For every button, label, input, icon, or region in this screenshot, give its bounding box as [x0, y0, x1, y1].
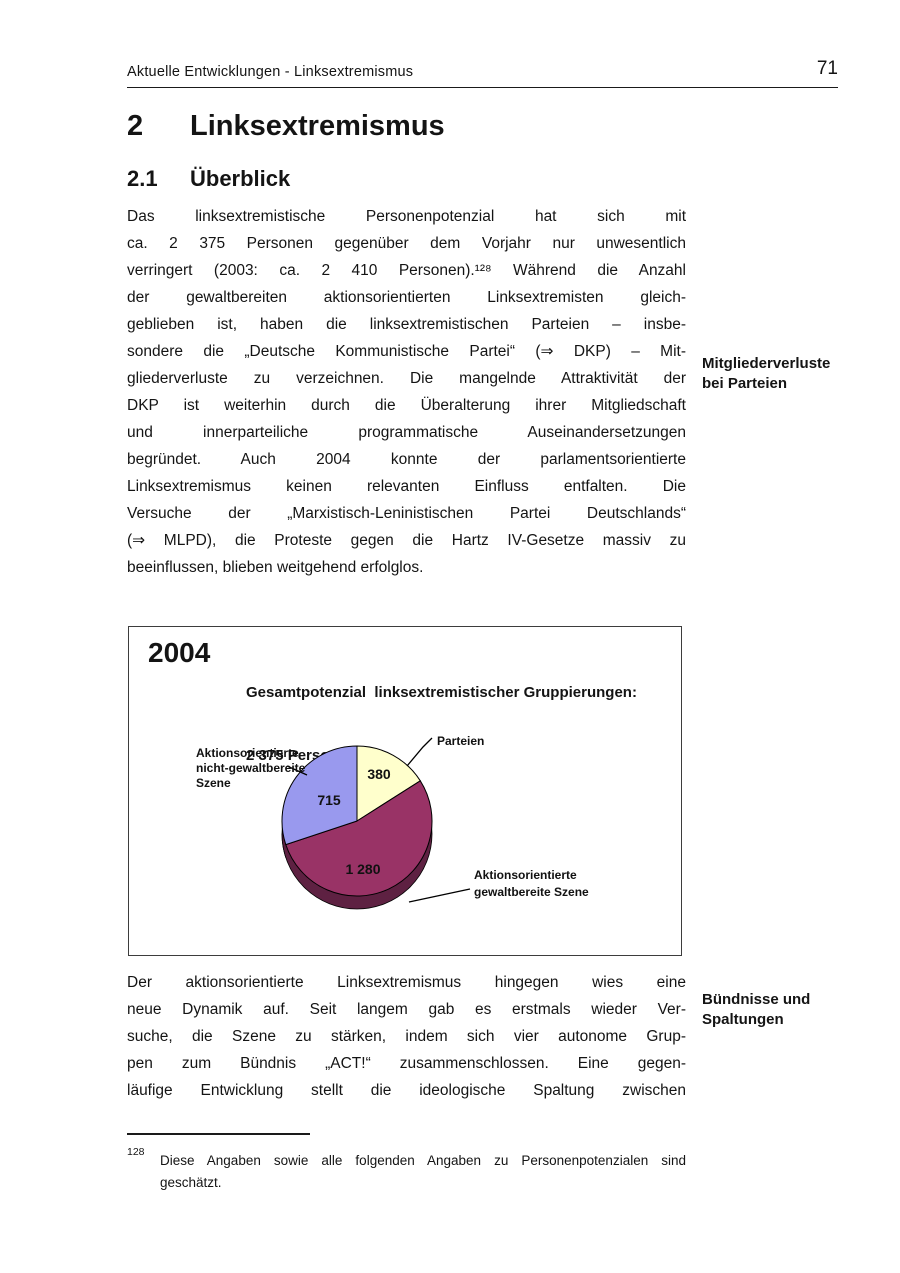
text-line: Diese Angaben sowie alle folgenden Angab… — [160, 1153, 686, 1168]
text-line: pen zum Bündnis „ACT!“ zusammenschlossen… — [127, 1055, 686, 1072]
text-line: Bündnisse und — [702, 991, 811, 1008]
text-line: der gewaltbereiten aktionsorientierten L… — [127, 289, 686, 306]
body-paragraph-2: Der aktionsorientierte Linksextremismus … — [127, 969, 686, 1104]
pie-label-gewaltbereite-1: Aktionsorientierte — [474, 868, 577, 882]
text-line: beeinflussen, blieben weitgehend erfolgl… — [127, 559, 424, 576]
text-line: und innerparteiliche programmatische Aus… — [127, 424, 686, 441]
text-line: neue Dynamik auf. Seit langem gab es ers… — [127, 1001, 686, 1018]
running-header-title: Aktuelle Entwicklungen - Linksextremismu… — [127, 64, 414, 80]
text-line: läufige Entwicklung stellt die ideologis… — [127, 1082, 686, 1099]
figure-title-line1: Gesamtpotenzial linksextremistischer Gru… — [246, 684, 637, 701]
text-line: sondere die „Deutsche Kommunistische Par… — [127, 343, 686, 360]
pie-label-nicht-gewaltbereite-1: Aktionsorientierte — [196, 746, 299, 760]
footnote-number: 128 — [127, 1146, 145, 1158]
text-line: Das linksextremistische Personenpotenzia… — [127, 208, 686, 225]
pie-chart: 380 715 1 280 Parteien Aktionsorientiert… — [196, 734, 589, 910]
text-line: gliederverluste zu verzeichnen. Die mang… — [127, 370, 686, 387]
body-paragraph-1: Das linksextremistische Personenpotenzia… — [127, 203, 686, 581]
section-heading: 2.1 Überblick — [127, 166, 687, 191]
margin-note-mitgliederverluste: Mitgliederverluste bei Parteien — [702, 354, 872, 394]
text-line: begründet. Auch 2004 konnte der parlamen… — [127, 451, 686, 468]
figure-pie-chart-box: 2004 Gesamtpotenzial linksextremistische… — [128, 626, 682, 956]
text-line: Spaltungen — [702, 1011, 784, 1028]
text-line: verringert (2003: ca. 2 410 Personen).¹²… — [127, 262, 686, 279]
pie-label-nicht-gewaltbereite-2: nicht-gewaltbereite — [196, 761, 306, 775]
leader-line-nicht-gewaltbereite — [286, 765, 308, 776]
text-line: Linksextremismus keinen relevanten Einfl… — [127, 478, 686, 495]
text-line: Mitgliederverluste — [702, 355, 831, 372]
pie-label-gewaltbereite-2: gewaltbereite Szene — [474, 885, 589, 899]
pie-value-gewaltbereite: 1 280 — [345, 861, 380, 877]
section-number: 2.1 — [127, 166, 158, 191]
text-line: geblieben ist, haben die linksextremisti… — [127, 316, 686, 333]
pie-value-parteien: 380 — [367, 766, 391, 782]
footnote-text: Diese Angaben sowie alle folgenden Angab… — [160, 1150, 686, 1194]
footnote-rule — [127, 1133, 310, 1135]
pie-slice-gewaltbereite — [285, 780, 433, 897]
pie-label-nicht-gewaltbereite-3: Szene — [196, 776, 231, 790]
margin-note-buendnisse: Bündnisse und Spaltungen — [702, 990, 872, 1030]
text-line: ca. 2 375 Personen gegenüber dem Vorjahr… — [127, 235, 686, 252]
header-rule — [127, 87, 838, 88]
leader-line-parteien — [406, 737, 433, 767]
text-line: bei Parteien — [702, 375, 788, 392]
text-line: DKP ist weiterhin durch die Überalterung… — [127, 397, 686, 414]
pie-value-nicht-gewaltbereite: 715 — [317, 792, 341, 808]
chapter-number: 2 — [127, 110, 144, 142]
leader-line-gewaltbereite — [408, 888, 471, 903]
text-line: Der aktionsorientierte Linksextremismus … — [127, 974, 686, 991]
page-number: 71 — [816, 58, 838, 79]
chapter-title: Linksextremismus — [190, 110, 445, 142]
pie-label-parteien: Parteien — [437, 734, 484, 748]
text-line: suche, die Szene zu stärken, indem sich … — [127, 1028, 686, 1045]
text-line: geschätzt. — [160, 1175, 222, 1190]
pie-slice-parteien — [356, 745, 421, 822]
text-line: Versuche der „Marxistisch-Leninistischen… — [127, 505, 686, 522]
chapter-heading: 2 Linksextremismus — [127, 111, 687, 142]
text-line: (⇒ MLPD), die Proteste gegen die Hartz I… — [127, 532, 686, 549]
pie-slice-nicht-gewaltbereite — [281, 745, 358, 846]
section-title: Überblick — [190, 166, 291, 191]
figure-year: 2004 — [148, 637, 211, 668]
